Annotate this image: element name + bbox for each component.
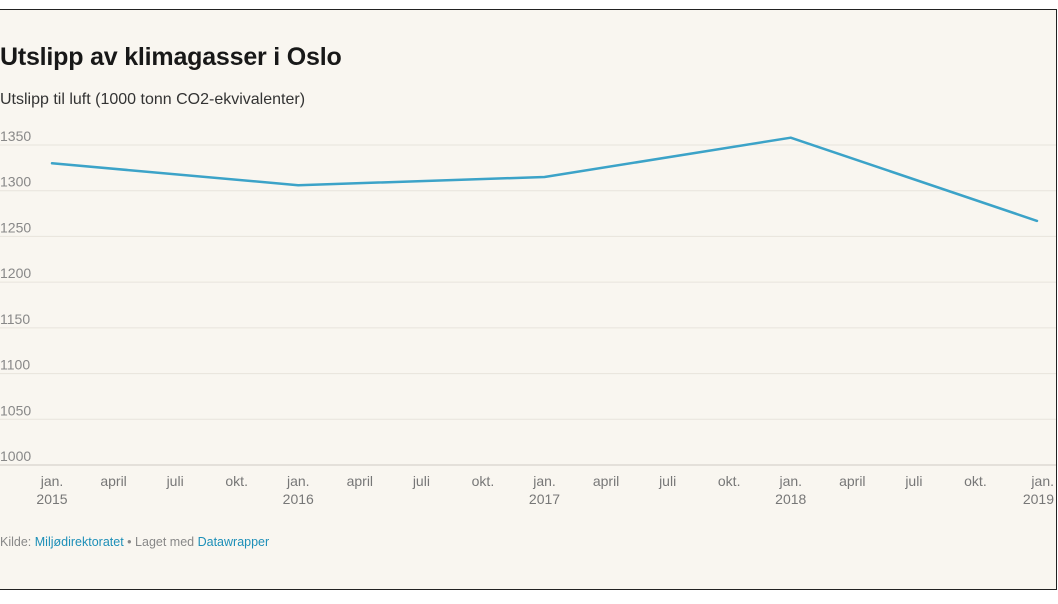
x-tick-label: april (593, 473, 619, 489)
y-tick-label: 1000 (0, 448, 31, 464)
y-tick-label: 1150 (0, 311, 30, 327)
source-prefix: Kilde: (0, 535, 32, 549)
y-tick-label: 1300 (0, 174, 31, 190)
x-tick-label: jan. (40, 473, 64, 489)
x-tick-label: april (100, 473, 126, 489)
footer-separator: • (127, 535, 132, 549)
x-tick-year-label: 2017 (529, 491, 560, 507)
x-tick-year-label: 2018 (775, 491, 806, 507)
chart-footer: Kilde: Miljødirektoratet • Laget med Dat… (0, 535, 269, 549)
x-tick-label: jan. (1030, 473, 1054, 489)
x-tick-year-label: 2019 (1023, 491, 1054, 507)
x-tick-year-label: 2016 (283, 491, 314, 507)
made-with-label: Laget med (135, 535, 195, 549)
source-link[interactable]: Miljødirektoratet (34, 535, 124, 549)
chart-card: Utslipp av klimagasser i Oslo Utslipp ti… (0, 9, 1057, 590)
y-tick-label: 1200 (0, 265, 31, 281)
x-tick-year-label: 2015 (36, 491, 67, 507)
x-tick-label: april (347, 473, 373, 489)
chart-title: Utslipp av klimagasser i Oslo (0, 43, 342, 71)
datawrapper-link[interactable]: Datawrapper (197, 535, 270, 549)
x-tick-label: okt. (964, 473, 987, 489)
y-tick-label: 1250 (0, 219, 31, 235)
x-tick-label: jan. (778, 473, 802, 489)
x-tick-label: okt. (225, 473, 248, 489)
x-tick-label: juli (904, 473, 922, 489)
x-tick-label: juli (412, 473, 430, 489)
series-line (50, 136, 1039, 223)
x-tick-label: juli (658, 473, 676, 489)
line-chart: 1000 1050 1100 1150 1200 1250 1300 1350 jan. 2015… (0, 128, 1056, 507)
y-tick-label: 1350 (0, 128, 31, 144)
y-tick-label: 1050 (0, 402, 31, 418)
x-tick-label: juli (166, 473, 184, 489)
x-tick-label: okt. (718, 473, 741, 489)
x-tick-label: jan. (286, 473, 310, 489)
chart-subtitle: Utslipp til luft (1000 tonn CO2-ekvivale… (0, 91, 306, 108)
y-tick-label: 1100 (0, 357, 30, 373)
x-tick-label: april (839, 473, 865, 489)
x-tick-label: okt. (472, 473, 495, 489)
x-tick-label: jan. (532, 473, 556, 489)
